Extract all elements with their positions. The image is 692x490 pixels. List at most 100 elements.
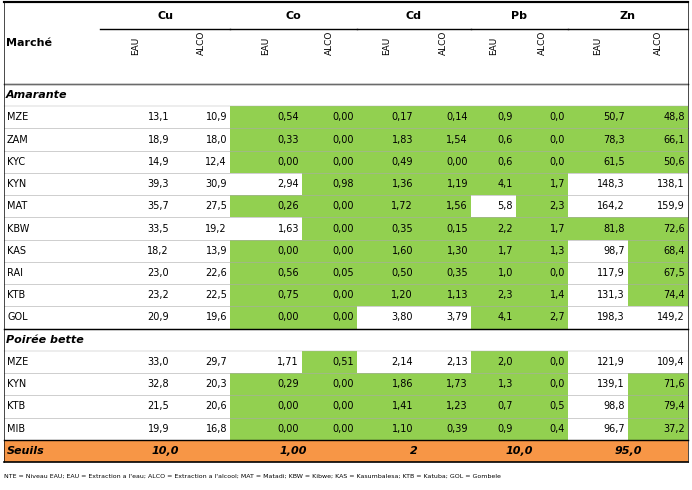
Bar <box>302 373 357 395</box>
Bar <box>357 240 416 262</box>
Text: 18,9: 18,9 <box>147 135 169 145</box>
Bar <box>416 417 471 440</box>
Bar <box>628 417 688 440</box>
Bar <box>416 373 471 395</box>
Text: 159,9: 159,9 <box>657 201 685 211</box>
Text: 0,9: 0,9 <box>498 424 513 434</box>
Text: 27,5: 27,5 <box>205 201 227 211</box>
Bar <box>357 218 416 240</box>
Bar <box>357 417 416 440</box>
Text: Poirée bette: Poirée bette <box>6 335 84 344</box>
Bar <box>471 373 516 395</box>
Text: 0,9: 0,9 <box>498 112 513 122</box>
Text: EAU: EAU <box>489 36 498 55</box>
Text: 0,6: 0,6 <box>498 157 513 167</box>
Text: 0,00: 0,00 <box>332 424 354 434</box>
Text: 164,2: 164,2 <box>597 201 625 211</box>
Text: 0,7: 0,7 <box>498 401 513 412</box>
Bar <box>302 351 357 373</box>
Text: 22,5: 22,5 <box>205 290 227 300</box>
Text: 14,9: 14,9 <box>147 157 169 167</box>
Text: Co: Co <box>286 11 302 21</box>
Bar <box>302 284 357 306</box>
Text: 1,7: 1,7 <box>498 246 513 256</box>
Text: 0,00: 0,00 <box>446 157 468 167</box>
Text: NTE = Niveau EAU; EAU = Extraction a l'eau; ALCO = Extraction a l'alcool; MAT = : NTE = Niveau EAU; EAU = Extraction a l'e… <box>4 473 501 479</box>
Text: 0,50: 0,50 <box>392 268 413 278</box>
Text: 0,00: 0,00 <box>332 223 354 234</box>
Text: 1,83: 1,83 <box>392 135 413 145</box>
Text: 23,0: 23,0 <box>147 268 169 278</box>
Text: KYN: KYN <box>7 379 26 389</box>
Bar <box>516 151 568 173</box>
Text: 109,4: 109,4 <box>657 357 685 367</box>
Text: 117,9: 117,9 <box>597 268 625 278</box>
Bar <box>628 284 688 306</box>
Bar <box>471 240 516 262</box>
Text: 0,17: 0,17 <box>392 112 413 122</box>
Text: 2,14: 2,14 <box>392 357 413 367</box>
Bar <box>4 440 688 462</box>
Bar <box>471 284 516 306</box>
Text: EAU: EAU <box>262 36 271 55</box>
Text: ALCO: ALCO <box>325 30 334 55</box>
Bar <box>516 351 568 373</box>
Bar <box>357 195 416 218</box>
Bar <box>516 240 568 262</box>
Text: 1,72: 1,72 <box>391 201 413 211</box>
Text: 0,5: 0,5 <box>549 401 565 412</box>
Bar <box>516 106 568 128</box>
Bar <box>357 106 416 128</box>
Text: 139,1: 139,1 <box>597 379 625 389</box>
Text: 37,2: 37,2 <box>663 424 685 434</box>
Text: 0,0: 0,0 <box>549 268 565 278</box>
Text: 0,51: 0,51 <box>332 357 354 367</box>
Text: Marché: Marché <box>6 38 52 48</box>
Text: ALCO: ALCO <box>653 30 662 55</box>
Text: EAU: EAU <box>382 36 391 55</box>
Text: 0,0: 0,0 <box>549 112 565 122</box>
Text: 0,56: 0,56 <box>277 268 299 278</box>
Bar <box>230 417 302 440</box>
Text: 95,0: 95,0 <box>614 446 641 456</box>
Bar <box>628 128 688 151</box>
Text: 1,7: 1,7 <box>549 179 565 189</box>
Text: 0,98: 0,98 <box>332 179 354 189</box>
Bar <box>516 218 568 240</box>
Text: 19,9: 19,9 <box>147 424 169 434</box>
Text: 131,3: 131,3 <box>597 290 625 300</box>
Text: 32,8: 32,8 <box>147 379 169 389</box>
Bar <box>516 195 568 218</box>
Bar <box>302 128 357 151</box>
Text: EAU: EAU <box>131 36 140 55</box>
Text: 0,00: 0,00 <box>332 135 354 145</box>
Text: 30,9: 30,9 <box>206 179 227 189</box>
Text: ALCO: ALCO <box>538 30 547 55</box>
Text: KBW: KBW <box>7 223 29 234</box>
Bar <box>516 417 568 440</box>
Text: 0,00: 0,00 <box>332 379 354 389</box>
Bar <box>302 395 357 417</box>
Text: 1,63: 1,63 <box>277 223 299 234</box>
Text: 0,14: 0,14 <box>446 112 468 122</box>
Text: MIB: MIB <box>7 424 25 434</box>
Text: 2,7: 2,7 <box>549 313 565 322</box>
Text: 1,10: 1,10 <box>392 424 413 434</box>
Bar <box>230 151 302 173</box>
Bar <box>568 151 628 173</box>
Bar <box>416 262 471 284</box>
Bar <box>416 240 471 262</box>
Bar <box>302 262 357 284</box>
Bar <box>516 173 568 195</box>
Text: 0,15: 0,15 <box>446 223 468 234</box>
Text: 1,41: 1,41 <box>392 401 413 412</box>
Bar <box>471 106 516 128</box>
Text: 21,5: 21,5 <box>147 401 169 412</box>
Bar <box>471 417 516 440</box>
Text: 2,3: 2,3 <box>498 290 513 300</box>
Bar <box>416 106 471 128</box>
Text: 1,86: 1,86 <box>392 379 413 389</box>
Text: GOL: GOL <box>7 313 28 322</box>
Bar <box>416 173 471 195</box>
Text: 1,56: 1,56 <box>446 201 468 211</box>
